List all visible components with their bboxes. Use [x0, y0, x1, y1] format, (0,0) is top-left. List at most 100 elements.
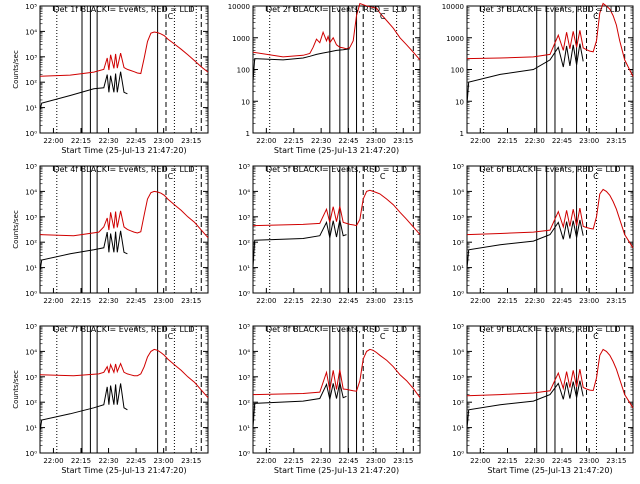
x-tick-label: 22:30: [311, 297, 331, 305]
x-tick-label: 23:00: [154, 137, 174, 145]
y-tick-label: 1000: [232, 35, 250, 43]
x-tick-label: 23:15: [393, 137, 413, 145]
x-tick-label: 22:00: [43, 297, 63, 305]
plot-frame: [466, 325, 634, 454]
plot-frame: [39, 165, 209, 294]
series-line-events: [39, 230, 128, 272]
y-tick-label: 10³: [25, 374, 37, 382]
y-axis-label: Counts/sec: [12, 370, 20, 409]
x-tick-label: 23:00: [579, 297, 599, 305]
y-tick-label: 10³: [238, 214, 250, 222]
chart-title: Det 9f BLACK = Events, RED = LLD: [479, 325, 620, 334]
plot-frame: [39, 325, 209, 454]
y-tick-label: 10¹: [238, 265, 250, 273]
chart-title: Det 6f BLACK = Events, RED = LLD: [479, 165, 620, 174]
x-tick-label: 22:30: [98, 297, 118, 305]
chart-panel-3: 1 10 100 1000 10000 22:00 22:15 22:30 22:45 23:00…: [442, 2, 634, 145]
chart-title: Det 5f BLACK = Events, RED = LLD: [266, 165, 407, 174]
y-tick-label: 10¹: [452, 425, 464, 433]
chart-title: Det 2f BLACK = Events, RED = LLD: [266, 5, 407, 14]
x-tick-label: 22:15: [284, 137, 304, 145]
x-tick-label: 22:45: [126, 137, 146, 145]
y-tick-label: 10⁵: [25, 3, 37, 11]
x-tick-label: 22:15: [284, 457, 304, 465]
panel-annotation: C: [593, 332, 599, 341]
y-tick-label: 10⁰: [238, 450, 250, 458]
chart-panel-5: 10⁰ 10¹ 10² 10³ 10⁴ 10⁵ 22:00 22:15 22:30 22:45 23…: [238, 163, 421, 305]
y-tick-label: 10⁴: [25, 28, 37, 36]
series-line-lld: [466, 348, 634, 409]
y-tick-label: 10: [241, 98, 250, 106]
x-tick-label: 22:45: [126, 297, 146, 305]
x-tick-label: 22:45: [552, 137, 572, 145]
chart-title: Det 1f BLACK = Events, RED = LLD: [53, 5, 194, 14]
x-tick-label: 23:00: [579, 457, 599, 465]
x-tick-label: 22:00: [470, 297, 490, 305]
y-axis-label: Counts/sec: [12, 50, 20, 89]
x-tick-label: 22:45: [552, 457, 572, 465]
x-tick-label: 22:00: [256, 457, 276, 465]
y-tick-label: 10000: [442, 3, 464, 11]
x-tick-label: 22:45: [338, 137, 358, 145]
y-tick-label: 10¹: [25, 105, 37, 113]
x-tick-label: 22:00: [470, 137, 490, 145]
panel-annotation: C: [380, 332, 386, 341]
y-tick-label: 10⁵: [25, 323, 37, 331]
y-tick-label: 10¹: [452, 265, 464, 273]
panel-annotation: C: [593, 172, 599, 181]
y-tick-label: 10⁰: [452, 290, 464, 298]
chart-panel-8: 10⁰ 10¹ 10² 10³ 10⁴ 10⁵ 22:00 22:15 22:30 22:45 23…: [238, 323, 421, 475]
y-tick-label: 10²: [238, 399, 250, 407]
series-line-lld: [466, 2, 634, 77]
panel-annotation: C: [168, 172, 174, 181]
x-tick-label: 22:00: [256, 297, 276, 305]
plot-frame: [466, 5, 634, 134]
x-tick-label: 23:00: [579, 137, 599, 145]
x-tick-label: 23:15: [393, 297, 413, 305]
chart-panel-1: 10⁰ 10¹ 10² 10³ 10⁴ 10⁵ 22:00 22:15 22:30 22:45 23…: [12, 3, 209, 155]
x-tick-label: 23:00: [366, 297, 386, 305]
y-tick-label: 10²: [25, 79, 37, 87]
panel-annotation: C: [380, 172, 386, 181]
x-tick-label: 22:00: [470, 457, 490, 465]
y-tick-label: 10²: [452, 399, 464, 407]
x-axis-label: Start Time (25-Jul-13 21:47:20): [274, 466, 399, 475]
series-line-events: [39, 383, 128, 432]
x-tick-label: 22:30: [525, 137, 545, 145]
chart-panel-7: 10⁰ 10¹ 10² 10³ 10⁴ 10⁵ 22:00 22:15 22:30 22:45 23…: [12, 323, 209, 475]
chart-title: Det 4f BLACK = Events, RED = LLD: [53, 165, 194, 174]
chart-title: Det 8f BLACK = Events, RED = LLD: [266, 325, 407, 334]
series-line-lld: [39, 31, 209, 77]
x-tick-label: 22:00: [43, 457, 63, 465]
y-tick-label: 10⁴: [452, 348, 464, 356]
series-line-lld: [39, 190, 209, 239]
y-tick-label: 10¹: [238, 425, 250, 433]
y-tick-label: 10³: [238, 374, 250, 382]
x-tick-label: 22:45: [552, 297, 572, 305]
panel-annotation: C: [593, 12, 599, 21]
x-tick-label: 23:00: [154, 297, 174, 305]
y-tick-label: 10⁵: [238, 163, 250, 171]
y-tick-label: 10⁵: [238, 323, 250, 331]
series-line-lld: [252, 348, 421, 398]
panel-annotation: C: [168, 12, 174, 21]
x-tick-label: 22:45: [338, 297, 358, 305]
plot-frame: [252, 325, 421, 454]
x-tick-label: 22:15: [497, 297, 517, 305]
chart-panel-6: 10⁰ 10¹ 10² 10³ 10⁴ 10⁵ 22:00 22:15 22:30 22:45 23…: [452, 163, 634, 305]
series-line-events: [252, 48, 350, 83]
x-tick-label: 22:45: [338, 457, 358, 465]
chart-panel-4: 10⁰ 10¹ 10² 10³ 10⁴ 10⁵ 22:00 22:15 22:30 22:45 23…: [12, 163, 209, 305]
series-line-events: [466, 380, 584, 429]
chart-panel-9: 10⁰ 10¹ 10² 10³ 10⁴ 10⁵ 22:00 22:15 22:30 22:45 23…: [452, 323, 634, 475]
series-line-lld: [252, 189, 421, 235]
y-tick-label: 10²: [25, 399, 37, 407]
x-tick-label: 23:00: [366, 137, 386, 145]
panel-annotation: C: [380, 12, 386, 21]
series-line-lld: [39, 348, 209, 399]
x-tick-label: 22:15: [284, 297, 304, 305]
y-tick-label: 10000: [228, 3, 250, 11]
y-tick-label: 10⁴: [25, 348, 37, 356]
